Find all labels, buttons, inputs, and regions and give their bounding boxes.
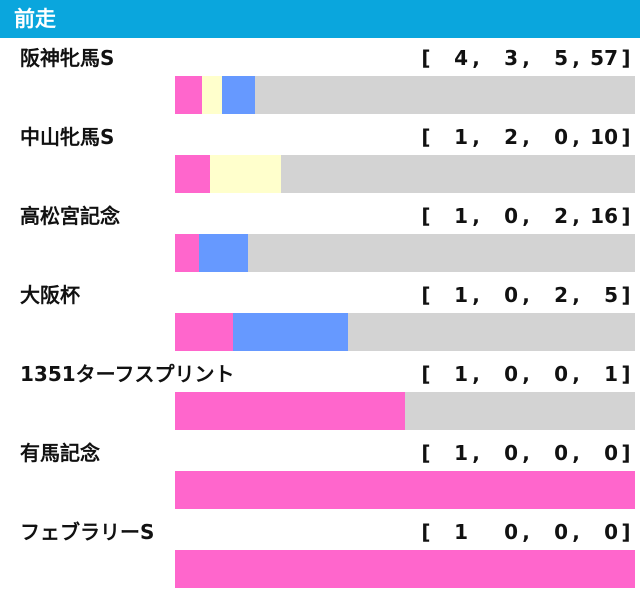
record-value: 4 <box>454 46 468 70</box>
record-separator: , <box>522 441 530 465</box>
header-title: 前走 <box>14 7 56 31</box>
record-value: 0 <box>504 441 518 465</box>
record-value: 2 <box>504 125 518 149</box>
record-separator: , <box>572 441 580 465</box>
record-value: 2 <box>554 204 568 228</box>
first-place-segment <box>175 234 200 272</box>
record-numbers: [1, 0, 0, 1] <box>420 359 632 389</box>
record-separator: , <box>572 283 580 307</box>
record-value: 0 <box>504 362 518 386</box>
bracket-close: ] <box>621 125 631 149</box>
record-separator: , <box>522 362 530 386</box>
record-value: 0 <box>554 441 568 465</box>
bracket-close: ] <box>621 362 631 386</box>
race-name: フェブラリーS <box>20 520 155 544</box>
record-value: 0 <box>604 520 618 544</box>
record-separator: , <box>472 362 480 386</box>
record-separator: , <box>472 283 480 307</box>
bracket-open: [ <box>421 125 431 149</box>
record-value: 57 <box>590 46 618 70</box>
record-numbers: [1 0, 0, 0] <box>420 517 632 547</box>
bracket-open: [ <box>421 441 431 465</box>
record-numbers: [1, 2, 0, 10] <box>420 122 632 152</box>
bracket-close: ] <box>621 520 631 544</box>
record-separator: , <box>522 204 530 228</box>
record-value: 0 <box>604 441 618 465</box>
record-separator: , <box>522 520 530 544</box>
record-numbers: [1, 0, 2, 16] <box>420 201 632 231</box>
third-place-segment <box>232 313 348 351</box>
record-value: 0 <box>554 362 568 386</box>
record-value: 2 <box>554 283 568 307</box>
race-name: 有馬記念 <box>20 441 100 465</box>
second-place-segment <box>210 155 282 193</box>
race-name: 1351ターフスプリント <box>20 362 235 386</box>
race-name: 大阪杯 <box>20 283 80 307</box>
record-value: 5 <box>554 46 568 70</box>
record-value: 0 <box>504 520 518 544</box>
bracket-close: ] <box>621 283 631 307</box>
record-value: 0 <box>554 125 568 149</box>
first-place-segment <box>175 76 202 114</box>
record-value: 1 <box>604 362 618 386</box>
record-separator: , <box>572 362 580 386</box>
record-separator: , <box>522 125 530 149</box>
record-numbers: [4, 3, 5, 57] <box>420 43 632 73</box>
first-place-segment <box>175 550 635 588</box>
third-place-segment <box>199 234 248 272</box>
first-place-segment <box>175 313 233 351</box>
first-place-segment <box>175 392 405 430</box>
header-bar: 前走 <box>0 0 640 38</box>
record-bar <box>175 392 635 430</box>
record-value: 0 <box>504 204 518 228</box>
second-place-segment <box>201 76 222 114</box>
record-bar <box>175 550 635 588</box>
record-separator: , <box>522 283 530 307</box>
record-separator: , <box>472 125 480 149</box>
bracket-close: ] <box>621 46 631 70</box>
record-value: 1 <box>454 520 468 544</box>
record-value: 5 <box>604 283 618 307</box>
record-bar <box>175 471 635 509</box>
bracket-open: [ <box>421 520 431 544</box>
record-value: 0 <box>554 520 568 544</box>
record-separator: , <box>522 46 530 70</box>
record-value: 1 <box>454 283 468 307</box>
record-bar <box>175 313 635 351</box>
bracket-open: [ <box>421 46 431 70</box>
record-value: 1 <box>454 362 468 386</box>
record-bar <box>175 76 635 114</box>
record-separator: , <box>572 520 580 544</box>
record-value: 3 <box>504 46 518 70</box>
record-value: 0 <box>504 283 518 307</box>
record-separator: , <box>572 46 580 70</box>
bracket-open: [ <box>421 204 431 228</box>
record-separator: , <box>472 204 480 228</box>
first-place-segment <box>175 155 211 193</box>
record-value: 16 <box>590 204 618 228</box>
record-value: 1 <box>454 125 468 149</box>
record-numbers: [1, 0, 2, 5] <box>420 280 632 310</box>
first-place-segment <box>175 471 635 509</box>
record-value: 10 <box>590 125 618 149</box>
bracket-open: [ <box>421 283 431 307</box>
record-numbers: [1, 0, 0, 0] <box>420 438 632 468</box>
race-name: 高松宮記念 <box>20 204 120 228</box>
record-value: 1 <box>454 204 468 228</box>
third-place-segment <box>221 76 255 114</box>
race-name: 中山牝馬S <box>20 125 115 149</box>
record-separator: , <box>572 125 580 149</box>
record-bar <box>175 234 635 272</box>
record-separator: , <box>472 46 480 70</box>
record-bar <box>175 155 635 193</box>
race-name: 阪神牝馬S <box>20 46 115 70</box>
bracket-close: ] <box>621 441 631 465</box>
bracket-close: ] <box>621 204 631 228</box>
record-separator: , <box>472 441 480 465</box>
bracket-open: [ <box>421 362 431 386</box>
record-separator: , <box>572 204 580 228</box>
record-value: 1 <box>454 441 468 465</box>
